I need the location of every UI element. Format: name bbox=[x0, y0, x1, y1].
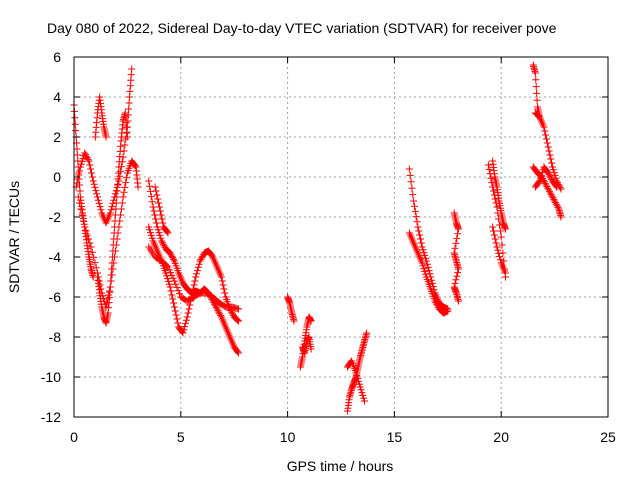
data-point-markers bbox=[450, 209, 462, 305]
data-point-markers bbox=[489, 223, 509, 277]
grid bbox=[74, 57, 608, 417]
series-arc-16 bbox=[405, 229, 452, 317]
y-tick-label: -8 bbox=[49, 329, 62, 345]
series-arc-8 bbox=[145, 243, 242, 313]
plot-border bbox=[73, 56, 609, 418]
x-tick-label: 10 bbox=[280, 429, 296, 445]
data-point-markers bbox=[405, 229, 452, 317]
data-point-markers bbox=[299, 333, 315, 357]
x-tick-label: 5 bbox=[177, 429, 185, 445]
series-arc-10 bbox=[284, 293, 298, 325]
y-tick-label: 0 bbox=[53, 169, 61, 185]
data-point-markers bbox=[93, 109, 131, 327]
series-arc-17 bbox=[450, 209, 462, 305]
y-tick-label: -6 bbox=[49, 289, 62, 305]
series-arc-19 bbox=[489, 157, 509, 233]
data-point-markers bbox=[343, 357, 368, 405]
data-point-markers bbox=[343, 329, 371, 415]
axis-ticks: 0 5 10 15 20 25 -12 -10 -8 -6 -4 -2 0 2 4 6 bbox=[41, 49, 616, 445]
y-tick-label: -10 bbox=[41, 369, 61, 385]
x-tick-label: 15 bbox=[387, 429, 403, 445]
data-point-markers bbox=[145, 243, 242, 313]
y-tick-label: -2 bbox=[49, 209, 62, 225]
y-tick-label: 6 bbox=[53, 49, 61, 65]
data-markers bbox=[70, 61, 565, 415]
y-tick-label: -12 bbox=[41, 409, 61, 425]
series-arc-24 bbox=[531, 163, 561, 191]
series-arc-9 bbox=[151, 183, 172, 237]
x-tick-label: 25 bbox=[600, 429, 616, 445]
data-point-markers bbox=[489, 157, 509, 233]
y-tick-label: 4 bbox=[53, 89, 61, 105]
series-arc-5 bbox=[91, 93, 110, 141]
series-arc-13 bbox=[343, 329, 371, 415]
data-point-markers bbox=[151, 183, 172, 237]
data-point-markers bbox=[284, 293, 298, 325]
y-tick-label: 2 bbox=[53, 129, 61, 145]
data-point-markers bbox=[531, 163, 561, 191]
x-tick-label: 20 bbox=[493, 429, 509, 445]
series-arc-14 bbox=[343, 357, 368, 405]
series-arc-20 bbox=[489, 223, 509, 277]
chart-title: Day 080 of 2022, Sidereal Day-to-day VTE… bbox=[47, 20, 557, 36]
data-point-markers bbox=[91, 93, 110, 141]
series-arc-12 bbox=[299, 333, 315, 357]
x-tick-label: 0 bbox=[70, 429, 78, 445]
series-arc-4 bbox=[93, 109, 131, 327]
x-axis-label: GPS time / hours bbox=[287, 458, 394, 474]
y-tick-label: -4 bbox=[49, 249, 62, 265]
y-axis-label: SDTVAR / TECUs bbox=[6, 181, 22, 293]
